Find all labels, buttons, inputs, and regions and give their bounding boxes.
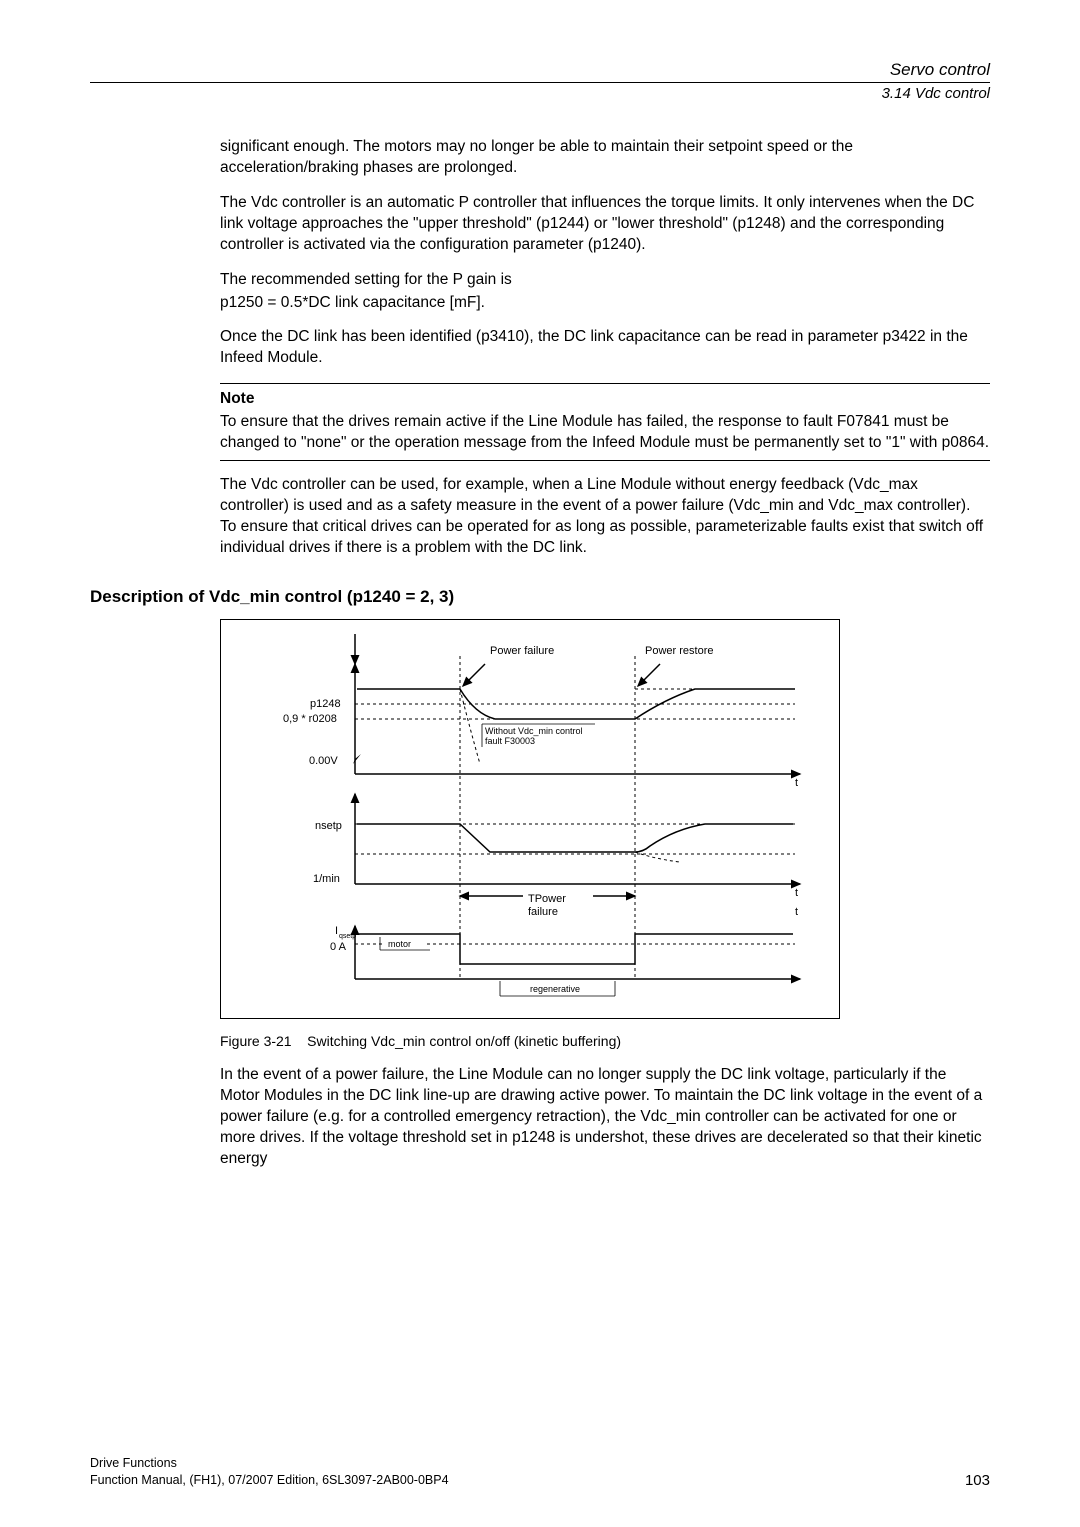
figure-caption: Figure 3-21 Switching Vdc_min control on… (220, 1033, 990, 1049)
fig-label-power-failure: Power failure (490, 645, 554, 657)
fig-t3: t (795, 906, 798, 918)
para-4: Once the DC link has been identified (p3… (220, 327, 990, 369)
fig-t1: t (795, 777, 798, 789)
note-label: Note (220, 390, 990, 408)
section-heading: Description of Vdc_min control (p1240 = … (90, 587, 990, 607)
fig-motor: motor (388, 939, 411, 949)
fig-r0208: 0,9 * r0208 (283, 713, 337, 725)
fig-nsetp: nsetp (315, 820, 342, 832)
fig-failure: failure (528, 906, 558, 918)
footer-line2: Function Manual, (FH1), 07/2007 Edition,… (90, 1472, 449, 1489)
fig-iq: I (335, 925, 338, 937)
header-subtitle: 3.14 Vdc control (90, 85, 990, 102)
note-body: To ensure that the drives remain active … (220, 412, 990, 454)
para-3a: The recommended setting for the P gain i… (220, 270, 990, 291)
fig-fault: fault F30003 (485, 736, 535, 746)
header: Servo control 3.14 Vdc control (90, 60, 990, 102)
fig-without: Without Vdc_min control (485, 726, 583, 736)
header-rule (90, 82, 990, 83)
footer: Drive Functions Function Manual, (FH1), … (90, 1455, 990, 1489)
para-5: The Vdc controller can be used, for exam… (220, 475, 990, 559)
footer-left: Drive Functions Function Manual, (FH1), … (90, 1455, 449, 1489)
fig-regen: regenerative (530, 984, 580, 994)
para-2: The Vdc controller is an automatic P con… (220, 193, 990, 256)
fig-label-power-restore: Power restore (645, 645, 713, 657)
footer-page: 103 (965, 1472, 990, 1489)
body-after-figure: In the event of a power failure, the Lin… (220, 1065, 990, 1170)
note-block: Note To ensure that the drives remain ac… (220, 383, 990, 461)
fig-iq-sub: qsetp (339, 933, 356, 940)
figure: Power failure Power restore t p1248 0,9 … (220, 619, 840, 1019)
fig-t2: t (795, 887, 798, 899)
figure-caption-text: Switching Vdc_min control on/off (kineti… (307, 1033, 621, 1049)
fig-p1248: p1248 (310, 698, 341, 710)
body: significant enough. The motors may no lo… (220, 137, 990, 559)
note-rule-top (220, 383, 990, 384)
figure-svg: Power failure Power restore t p1248 0,9 … (235, 634, 825, 1004)
fig-1min: 1/min (313, 873, 340, 885)
note-rule-bottom (220, 460, 990, 461)
fig-0a: 0 A (330, 941, 347, 953)
page: Servo control 3.14 Vdc control significa… (0, 0, 1080, 1527)
fig-tpower: TPower (528, 893, 566, 905)
footer-line1: Drive Functions (90, 1455, 449, 1472)
figure-caption-prefix: Figure 3-21 (220, 1033, 292, 1049)
header-title: Servo control (90, 60, 990, 80)
para-after: In the event of a power failure, the Lin… (220, 1065, 990, 1170)
para-1: significant enough. The motors may no lo… (220, 137, 990, 179)
fig-0v: 0.00V (309, 755, 338, 767)
para-3b: p1250 = 0.5*DC link capacitance [mF]. (220, 293, 990, 314)
